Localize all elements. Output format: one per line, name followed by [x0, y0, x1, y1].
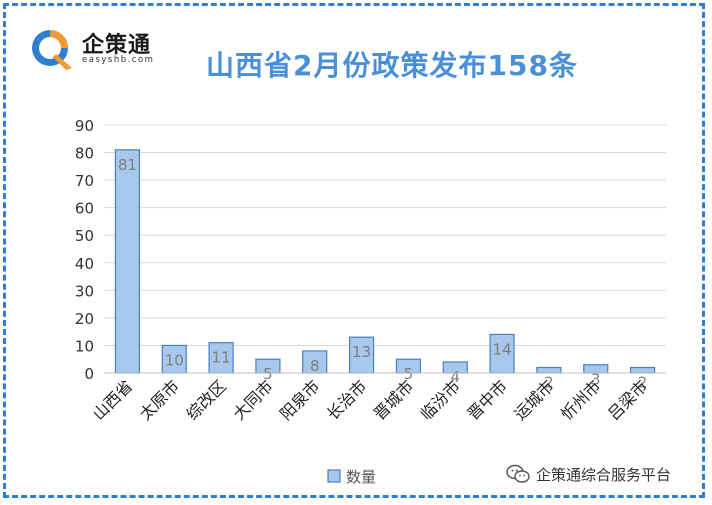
data-label: 81 — [118, 156, 137, 174]
x-tick-label: 阳泉市 — [276, 376, 323, 423]
x-tick-label: 运城市 — [510, 376, 557, 423]
y-tick-label: 60 — [75, 200, 94, 218]
data-label: 3 — [591, 371, 601, 389]
brand-site: easyshb.com — [82, 55, 155, 65]
x-tick-label: 综改区 — [183, 376, 230, 423]
y-tick-label: 90 — [75, 117, 94, 135]
y-tick-label: 10 — [75, 337, 94, 355]
bar — [629, 366, 656, 374]
data-label: 2 — [638, 373, 648, 391]
data-label: 14 — [493, 340, 512, 358]
y-tick-label: 0 — [84, 365, 94, 383]
y-tick-label: 30 — [75, 282, 94, 300]
bar — [489, 333, 515, 374]
legend-swatch — [327, 469, 341, 483]
x-tick-label: 长治市 — [323, 376, 370, 423]
x-tick-label: 太原市 — [136, 376, 183, 423]
x-tick-label: 忻州市 — [557, 376, 604, 423]
y-tick-label: 50 — [75, 227, 94, 245]
data-label: 2 — [544, 373, 554, 391]
bar — [536, 366, 562, 374]
data-label: 4 — [450, 368, 460, 386]
data-label: 10 — [165, 351, 184, 369]
bar — [208, 342, 234, 374]
x-tick-label: 山西省 — [89, 376, 136, 423]
legend-label: 数量 — [346, 468, 376, 486]
data-label: 13 — [352, 343, 371, 361]
data-label: 5 — [404, 365, 414, 383]
data-label: 5 — [263, 365, 273, 383]
data-label: 8 — [310, 357, 320, 375]
watermark: 企策通综合服务平台 — [506, 462, 671, 486]
logo-icon — [32, 30, 72, 70]
x-tick-label: 晋中市 — [464, 376, 511, 423]
wechat-icon — [506, 464, 530, 483]
y-tick-label: 80 — [75, 145, 94, 163]
watermark-text: 企策通综合服务平台 — [536, 465, 672, 484]
brand-name: 企策通 — [82, 33, 152, 58]
chart-title: 山西省2月份政策发布158条 — [206, 49, 578, 82]
y-tick-label: 40 — [75, 255, 94, 273]
y-tick-label: 20 — [75, 310, 94, 328]
x-tick-label: 大同市 — [229, 376, 276, 423]
y-tick-label: 70 — [75, 172, 94, 190]
bar — [114, 149, 141, 374]
x-tick-label: 吕梁市 — [604, 376, 651, 423]
x-tick-label: 临汾市 — [417, 376, 464, 423]
x-tick-label: 晋城市 — [370, 376, 417, 423]
data-label: 11 — [212, 349, 231, 367]
